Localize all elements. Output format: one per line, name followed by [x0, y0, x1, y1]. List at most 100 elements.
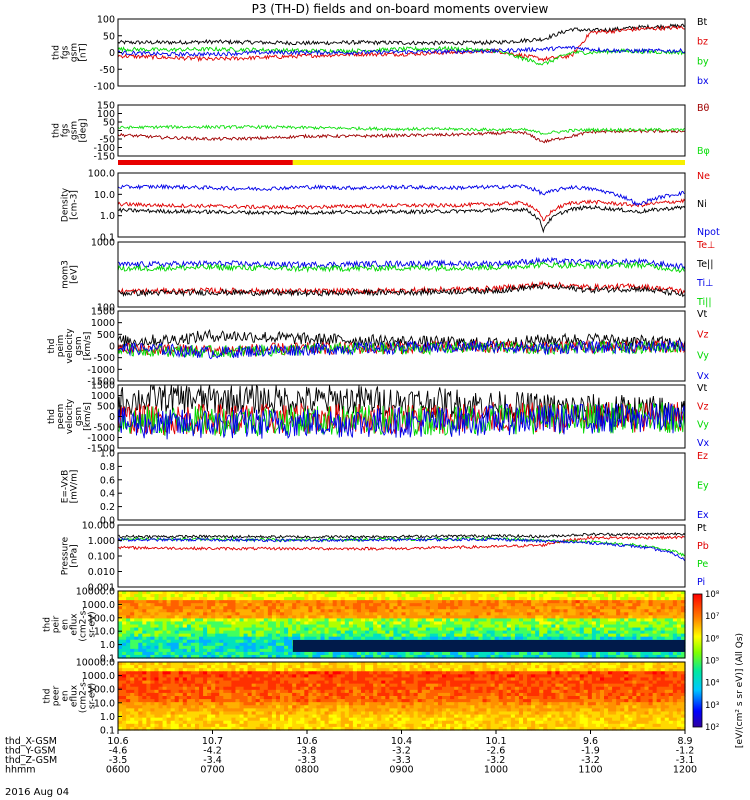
spectrogram-cell [543, 662, 548, 666]
spectrogram-cell [280, 683, 285, 688]
spectrogram-cell [518, 633, 524, 638]
spectrogram-cell [316, 621, 322, 626]
spectrogram-cell [227, 594, 232, 598]
spectrogram-cell [126, 654, 131, 659]
spectrogram-cell [389, 651, 394, 656]
spectrogram-cell [555, 597, 561, 601]
spectrogram-cell [474, 668, 480, 672]
spectrogram-cell [583, 696, 589, 700]
spectrogram-cell [514, 654, 520, 659]
spectrogram-cell [502, 612, 508, 616]
spectrogram-cell [632, 665, 637, 669]
spectrogram-cell [547, 668, 552, 672]
spectrogram-cell [433, 636, 439, 641]
spectrogram-cell [174, 636, 180, 641]
spectrogram-cell [142, 615, 147, 620]
spectrogram-cell [215, 665, 220, 669]
spectrogram-cell [332, 668, 338, 672]
spectrogram-cell [231, 677, 237, 682]
spectrogram-cell [640, 680, 646, 685]
spectrogram-cell [340, 618, 346, 623]
spectrogram-cell [381, 674, 386, 679]
spectrogram-cell [405, 662, 411, 666]
series-line-Ne [117, 198, 686, 222]
spectrogram-cell [134, 618, 139, 623]
spectrogram-cell [616, 621, 621, 626]
spectrogram-cell [312, 677, 318, 682]
spectrogram-cell [652, 636, 658, 641]
spectrogram-cell [429, 680, 435, 685]
series-line-Bθ [117, 129, 686, 144]
spectrogram-cell [369, 662, 374, 666]
spectrogram-cell [409, 630, 415, 635]
spectrogram-cell [243, 639, 249, 644]
spectrogram-cell [336, 600, 342, 604]
spectrogram-cell [506, 609, 512, 613]
spectrogram-cell [267, 689, 273, 694]
spectrogram-cell [288, 621, 293, 626]
spectrogram-cell [259, 624, 265, 629]
spectrogram-cell [231, 612, 237, 616]
spectrogram-cell [316, 624, 322, 629]
spectrogram-cell [122, 627, 127, 632]
spectrogram-cell [211, 683, 216, 688]
spectrogram-cell [247, 654, 253, 659]
spectrogram-cell [158, 642, 164, 647]
spectrogram-cell [397, 594, 403, 598]
spectrogram-cell [308, 618, 313, 623]
spectrogram-cell [680, 654, 686, 659]
spectrogram-cell [595, 633, 601, 638]
spectrogram-cell [219, 621, 224, 626]
y-tick-label: 0 [109, 412, 115, 423]
spectrogram-cell [255, 662, 261, 666]
spectrogram-cell [523, 683, 528, 688]
spectrogram-cell [494, 668, 500, 672]
spectrogram-cell [417, 606, 423, 610]
spectrogram-cell [555, 696, 561, 700]
spectrogram-cell [142, 680, 147, 685]
spectrogram-cell [142, 671, 147, 675]
spectrogram-cell [312, 624, 318, 629]
spectrogram-cell [267, 597, 273, 601]
spectrogram-cell [223, 621, 228, 626]
spectrogram-cell [567, 654, 573, 659]
spectrogram-cell [393, 680, 399, 685]
spectrogram-cell [616, 686, 621, 691]
spectrogram-cell [344, 696, 350, 700]
spectrogram-cell [608, 662, 613, 666]
spectrogram-cell [433, 651, 439, 656]
spectrogram-cell [154, 621, 160, 626]
spectrogram-cell [620, 603, 625, 607]
spectrogram-cell [502, 597, 508, 601]
spectrogram-cell [211, 633, 216, 638]
spectrogram-cell [648, 680, 654, 685]
spectrogram-cell [591, 630, 597, 635]
panel-frame [117, 172, 686, 238]
spectrogram-cell [239, 696, 245, 700]
spectrogram-cell [263, 627, 269, 632]
spectrogram-cell [555, 612, 561, 616]
spectrogram-cell [486, 594, 492, 598]
spectrogram-cell [154, 651, 160, 656]
spectrogram-cell [361, 615, 366, 620]
spectrogram-cell [199, 639, 204, 644]
spectrogram-cell [138, 630, 143, 635]
spectrogram-cell [397, 692, 403, 697]
spectrogram-cell [381, 689, 386, 694]
spectrogram-cell [668, 671, 674, 675]
spectrogram-cell [656, 662, 662, 666]
spectrogram-cell [543, 686, 548, 691]
spectrogram-cell [312, 689, 318, 694]
spectrogram-cell [239, 692, 245, 697]
spectrogram-cell [599, 612, 605, 616]
spectrogram-cell [640, 606, 646, 610]
spectrogram-cell [243, 612, 249, 616]
spectrogram-cell [182, 642, 188, 647]
spectrogram-cell [162, 671, 168, 675]
spectrogram-cell [466, 674, 471, 679]
spectrogram-cell [312, 627, 318, 632]
spectrogram-cell [170, 696, 176, 700]
spectrogram-cell [231, 645, 237, 650]
y-tick-label: 500 [97, 402, 115, 413]
spectrogram-cell [385, 665, 390, 669]
